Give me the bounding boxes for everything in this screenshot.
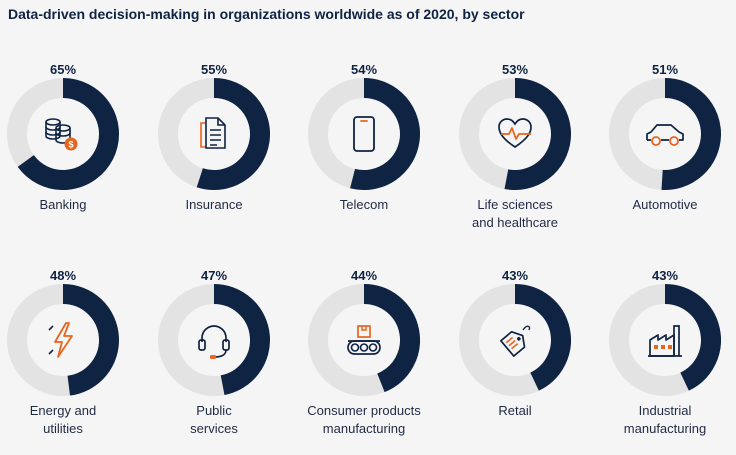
category-label: Telecom xyxy=(289,196,439,214)
heartbeat-icon xyxy=(495,114,535,154)
donut-segment xyxy=(664,284,721,391)
category-label-line: Energy and xyxy=(29,403,97,418)
category-label-line: manufacturing xyxy=(322,421,406,436)
category-label: Life sciences and healthcare xyxy=(440,196,590,232)
category-label-line: Automotive xyxy=(632,197,698,212)
category-label-line: Insurance xyxy=(185,197,243,212)
category-label-line: Public xyxy=(196,403,232,418)
category-label: Banking xyxy=(0,196,138,214)
category-label-line: manufacturing xyxy=(623,421,707,436)
category-label: Retail xyxy=(440,402,590,420)
donut-segment xyxy=(213,284,270,396)
donut-segment xyxy=(661,78,721,190)
chart-title: Data-driven decision-making in organizat… xyxy=(8,6,525,22)
data-label: 51% xyxy=(651,62,679,77)
category-label: Automotive xyxy=(590,196,736,214)
donut-segment xyxy=(504,78,571,190)
donut-ring xyxy=(459,284,571,396)
category-label-line: and healthcare xyxy=(471,215,558,230)
headset-icon xyxy=(194,320,234,360)
document-icon xyxy=(194,114,234,154)
category-label: Public services xyxy=(139,402,289,438)
donut-ring xyxy=(7,284,119,396)
category-label-line: Retail xyxy=(498,403,532,418)
svg-text:$: $ xyxy=(68,140,73,150)
donut-ring xyxy=(609,284,721,396)
donut-ring xyxy=(609,78,721,190)
donut-segment xyxy=(363,284,420,393)
data-label: 53% xyxy=(501,62,529,77)
donut-segment xyxy=(196,78,270,190)
data-label: 65% xyxy=(49,62,77,77)
category-label: Energy and utilities xyxy=(0,402,138,438)
smartphone-icon xyxy=(344,114,384,154)
donut-ring xyxy=(158,78,270,190)
category-label-line: utilities xyxy=(43,421,83,436)
category-label-line: Consumer products xyxy=(307,403,421,418)
category-label: Insurance xyxy=(139,196,289,214)
donut-segment xyxy=(62,284,119,396)
price-tag-icon xyxy=(495,320,535,360)
conveyor-icon xyxy=(344,320,384,360)
category-label-line: Life sciences xyxy=(477,197,553,212)
category-label: Industrial manufacturing xyxy=(590,402,736,438)
car-icon xyxy=(645,114,685,154)
data-label: 48% xyxy=(49,268,77,283)
data-label: 55% xyxy=(200,62,228,77)
coins-icon: $ xyxy=(43,114,83,154)
data-label: 43% xyxy=(501,268,529,283)
category-label-line: Telecom xyxy=(339,197,389,212)
donut-ring xyxy=(308,284,420,396)
data-label: 44% xyxy=(350,268,378,283)
donut-segment xyxy=(350,78,420,190)
data-label: 54% xyxy=(350,62,378,77)
donut-segment xyxy=(514,284,571,391)
data-label: 43% xyxy=(651,268,679,283)
data-label: 47% xyxy=(200,268,228,283)
category-label-line: Banking xyxy=(39,197,87,212)
donut-ring xyxy=(158,284,270,396)
lightning-icon xyxy=(43,320,83,360)
category-label-line: Industrial xyxy=(638,403,692,418)
donut-segment xyxy=(17,78,119,190)
factory-icon xyxy=(645,320,685,360)
category-label: Consumer products manufacturing xyxy=(289,402,439,438)
donut-ring xyxy=(7,78,119,190)
category-label-line: services xyxy=(190,421,238,436)
donut-ring xyxy=(308,78,420,190)
donut-ring xyxy=(459,78,571,190)
